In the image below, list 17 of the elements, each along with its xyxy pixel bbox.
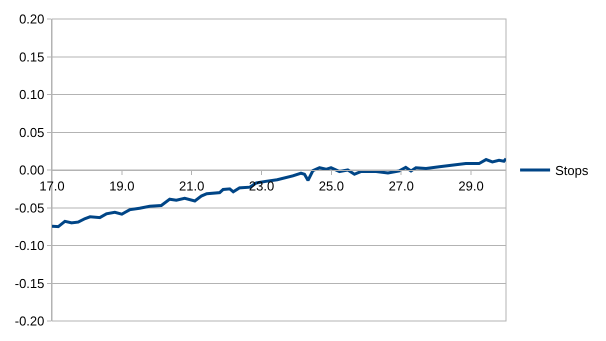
x-tick-label: 17.0: [39, 178, 65, 194]
y-tick-label: 0.15: [19, 49, 44, 64]
x-tick-label: 25.0: [318, 178, 344, 194]
x-tick-label: 19.0: [109, 178, 135, 194]
y-tick-label: 0.20: [19, 12, 44, 27]
y-tick-label: 0.05: [19, 124, 44, 140]
legend-label: Stops: [555, 163, 589, 178]
y-tick-label: -0.20: [14, 314, 44, 329]
y-tick-label: 0.10: [19, 87, 44, 102]
y-tick-label: -0.05: [14, 200, 44, 216]
x-tick-label: 27.0: [388, 178, 414, 194]
x-tick-label: 23.0: [248, 178, 274, 194]
y-tick-label: 0.00: [19, 162, 44, 178]
x-tick-label: 29.0: [458, 178, 484, 194]
x-tick-label: 21.0: [179, 178, 204, 194]
y-tick-label: -0.15: [14, 276, 44, 291]
y-tick-label: -0.10: [14, 238, 44, 254]
